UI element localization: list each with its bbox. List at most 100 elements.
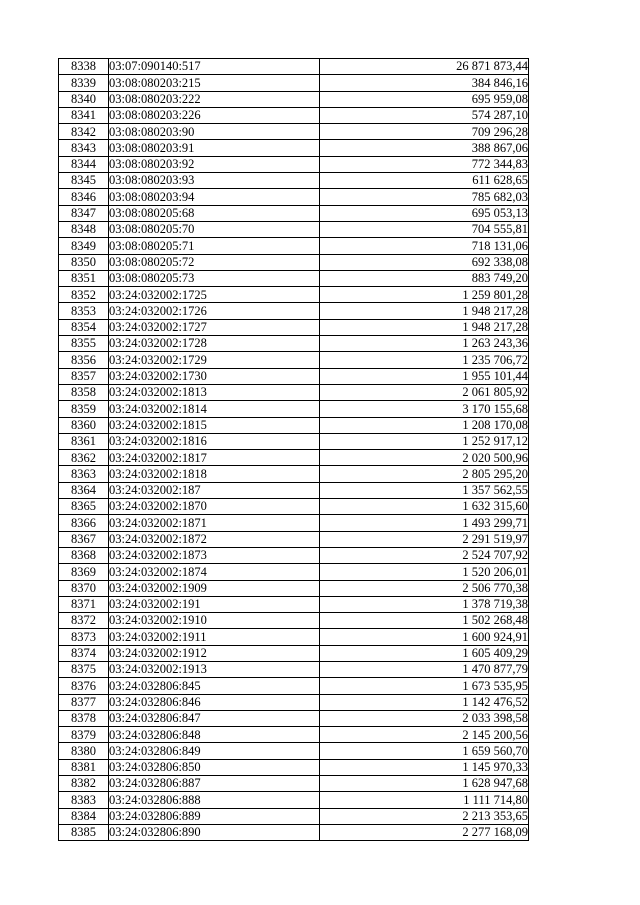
row-number-cell: 8338: [58, 57, 109, 76]
value-cell: 2 213 353,65: [319, 807, 529, 825]
table-row: 8379 03:24:032806:848 2 145 200,56: [58, 726, 529, 744]
value-cell: 772 344,83: [319, 155, 529, 174]
table-row: 8361 03:24:032002:1816 1 252 917,12: [58, 432, 529, 451]
table-row: 8364 03:24:032002:187 1 357 562,55: [58, 481, 529, 500]
row-number-cell: 8364: [58, 481, 109, 500]
table-row: 8353 03:24:032002:1726 1 948 217,28: [58, 302, 529, 320]
row-number-cell: 8367: [58, 530, 109, 548]
cadastral-number-cell: 03:24:032002:1730: [108, 367, 320, 385]
cadastral-number-cell: 03:24:032002:1726: [108, 302, 320, 320]
table-row: 8385 03:24:032806:890 2 277 168,09: [58, 823, 529, 842]
row-number-cell: 8378: [58, 709, 109, 728]
table-row: 8356 03:24:032002:1729 1 235 706,72: [58, 351, 529, 369]
table-row: 8355 03:24:032002:1728 1 263 243,36: [58, 335, 529, 353]
cadastral-number-cell: 03:24:032002:1874: [108, 563, 320, 581]
cadastral-number-cell: 03:24:032806:888: [108, 791, 320, 809]
value-cell: 1 659 560,70: [319, 742, 529, 760]
cadastral-number-cell: 03:24:032002:1872: [108, 530, 320, 548]
table-row: 8371 03:24:032002:191 1 378 719,38: [58, 595, 529, 614]
value-cell: 1 111 714,80: [319, 791, 529, 809]
value-cell: 1 235 706,72: [319, 351, 529, 369]
value-cell: 692 338,08: [319, 253, 529, 271]
cadastral-number-cell: 03:08:080203:222: [108, 90, 320, 108]
cadastral-number-cell: 03:08:080203:94: [108, 188, 320, 206]
value-cell: 384 846,16: [319, 74, 529, 92]
value-cell: 695 053,13: [319, 204, 529, 222]
cadastral-number-cell: 03:24:032002:1873: [108, 546, 320, 565]
cadastral-number-cell: 03:24:032806:845: [108, 677, 320, 695]
table-row: 8357 03:24:032002:1730 1 955 101,44: [58, 367, 529, 385]
value-cell: 695 959,08: [319, 90, 529, 108]
cadastral-number-cell: 03:24:032002:1727: [108, 318, 320, 337]
cadastral-number-cell: 03:24:032002:1870: [108, 498, 320, 516]
row-number-cell: 8370: [58, 579, 109, 597]
table-row: 8344 03:08:080203:92 772 344,83: [58, 155, 529, 174]
cadastral-number-cell: 03:08:080203:92: [108, 155, 320, 174]
cadastral-number-cell: 03:24:032002:1913: [108, 660, 320, 679]
cadastral-number-cell: 03:24:032806:890: [108, 823, 320, 842]
table-row: 8345 03:08:080203:93 611 628,65: [58, 172, 529, 190]
table-row: 8367 03:24:032002:1872 2 291 519,97: [58, 530, 529, 548]
cadastral-number-cell: 03:24:032002:1912: [108, 644, 320, 662]
table-row: 8384 03:24:032806:889 2 213 353,65: [58, 807, 529, 825]
row-number-cell: 8340: [58, 90, 109, 108]
row-number-cell: 8372: [58, 612, 109, 630]
row-number-cell: 8383: [58, 791, 109, 809]
value-cell: 1 208 170,08: [319, 416, 529, 434]
row-number-cell: 8379: [58, 726, 109, 744]
row-number-cell: 8360: [58, 416, 109, 434]
value-cell: 1 600 924,91: [319, 628, 529, 646]
row-number-cell: 8346: [58, 188, 109, 206]
cadastral-number-cell: 03:24:032002:1815: [108, 416, 320, 434]
cadastral-number-cell: 03:24:032002:1728: [108, 335, 320, 353]
cadastral-number-cell: 03:24:032002:1817: [108, 449, 320, 467]
row-number-cell: 8385: [58, 823, 109, 842]
row-number-cell: 8349: [58, 237, 109, 255]
row-number-cell: 8362: [58, 449, 109, 467]
value-cell: 718 131,06: [319, 237, 529, 255]
row-number-cell: 8376: [58, 677, 109, 695]
table-body: 8338 03:07:090140:517 26 871 873,44 8339…: [58, 57, 529, 842]
table-row: 8354 03:24:032002:1727 1 948 217,28: [58, 318, 529, 337]
value-cell: 26 871 873,44: [319, 57, 529, 76]
table-row: 8373 03:24:032002:1911 1 600 924,91: [58, 628, 529, 646]
cadastral-number-cell: 03:24:032002:1725: [108, 286, 320, 304]
cadastral-number-cell: 03:24:032002:1871: [108, 514, 320, 532]
table-row: 8346 03:08:080203:94 785 682,03: [58, 188, 529, 206]
row-number-cell: 8344: [58, 155, 109, 174]
row-number-cell: 8366: [58, 514, 109, 532]
value-cell: 883 749,20: [319, 269, 529, 288]
table-row: 8359 03:24:032002:1814 3 170 155,68: [58, 400, 529, 418]
value-cell: 1 628 947,68: [319, 775, 529, 793]
table-row: 8360 03:24:032002:1815 1 208 170,08: [58, 416, 529, 434]
row-number-cell: 8348: [58, 220, 109, 239]
cadastral-number-cell: 03:08:080203:90: [108, 123, 320, 141]
cadastral-number-cell: 03:24:032806:887: [108, 775, 320, 793]
table-row: 8365 03:24:032002:1870 1 632 315,60: [58, 498, 529, 516]
cadastral-number-cell: 03:08:080203:226: [108, 106, 320, 125]
value-cell: 1 520 206,01: [319, 563, 529, 581]
table-row: 8372 03:24:032002:1910 1 502 268,48: [58, 612, 529, 630]
cadastral-number-cell: 03:24:032002:187: [108, 481, 320, 500]
value-cell: 2 277 168,09: [319, 823, 529, 842]
cadastral-number-cell: 03:08:080205:71: [108, 237, 320, 255]
table-row: 8377 03:24:032806:846 1 142 476,52: [58, 693, 529, 711]
value-cell: 1 378 719,38: [319, 595, 529, 614]
cadastral-number-cell: 03:08:080203:215: [108, 74, 320, 92]
row-number-cell: 8342: [58, 123, 109, 141]
row-number-cell: 8361: [58, 432, 109, 451]
row-number-cell: 8363: [58, 465, 109, 483]
table-row: 8374 03:24:032002:1912 1 605 409,29: [58, 644, 529, 662]
value-cell: 1 493 299,71: [319, 514, 529, 532]
value-cell: 2 145 200,56: [319, 726, 529, 744]
table-row: 8342 03:08:080203:90 709 296,28: [58, 123, 529, 141]
table-row: 8352 03:24:032002:1725 1 259 801,28: [58, 286, 529, 304]
cadastral-number-cell: 03:08:080205:68: [108, 204, 320, 222]
value-cell: 1 145 970,33: [319, 758, 529, 777]
table-row: 8350 03:08:080205:72 692 338,08: [58, 253, 529, 271]
table-row: 8382 03:24:032806:887 1 628 947,68: [58, 775, 529, 793]
row-number-cell: 8350: [58, 253, 109, 271]
value-cell: 704 555,81: [319, 220, 529, 239]
value-cell: 1 673 535,95: [319, 677, 529, 695]
